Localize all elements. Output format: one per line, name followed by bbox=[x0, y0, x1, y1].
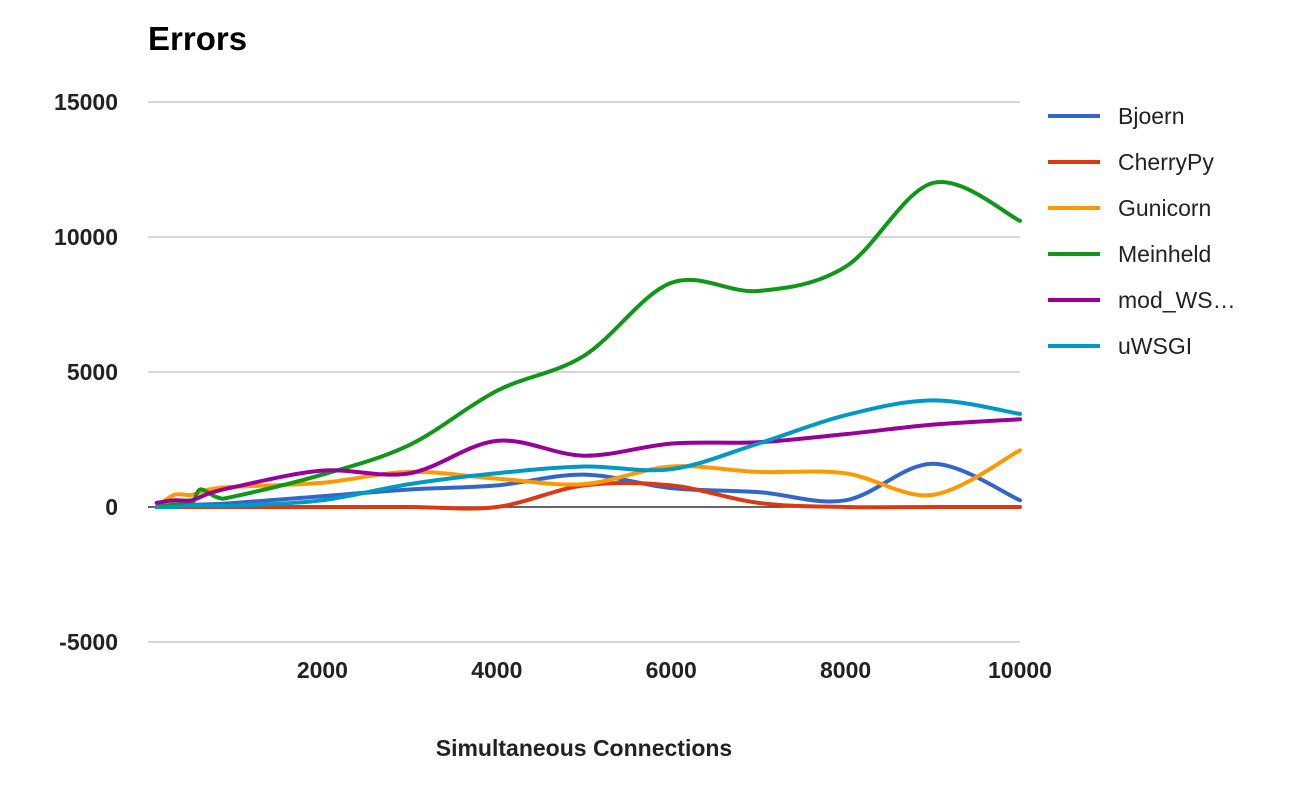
legend: Bjoern CherryPy Gunicorn Meinheld mod_WS… uWS… bbox=[1048, 103, 1236, 359]
y-tick-label: -5000 bbox=[59, 629, 118, 655]
legend-label-bjoern: Bjoern bbox=[1118, 103, 1184, 129]
series-line-meinheld bbox=[154, 180, 1022, 509]
x-tick-label: 10000 bbox=[988, 657, 1052, 683]
y-tick-label: 15000 bbox=[54, 89, 118, 115]
gridlines bbox=[148, 101, 1020, 643]
chart-title: Errors bbox=[148, 20, 247, 57]
x-axis-title: Simultaneous Connections bbox=[436, 735, 732, 761]
y-tick-label: 5000 bbox=[67, 359, 118, 385]
x-axis-tick-labels: 2000 4000 6000 8000 10000 bbox=[297, 657, 1052, 683]
series-line-uwsgi bbox=[154, 398, 1022, 510]
legend-label-meinheld: Meinheld bbox=[1118, 241, 1211, 267]
series-lines bbox=[154, 180, 1022, 511]
legend-label-mod-ws: mod_WS… bbox=[1118, 287, 1236, 313]
y-axis-tick-labels: -5000 0 5000 10000 15000 bbox=[54, 89, 118, 655]
legend-label-gunicorn: Gunicorn bbox=[1118, 195, 1211, 221]
legend-label-cherrypy: CherryPy bbox=[1118, 149, 1214, 175]
series-line-mod-ws bbox=[154, 417, 1022, 505]
x-tick-label: 6000 bbox=[646, 657, 697, 683]
y-tick-label: 10000 bbox=[54, 224, 118, 250]
y-tick-label: 0 bbox=[105, 494, 118, 520]
x-tick-label: 2000 bbox=[297, 657, 348, 683]
legend-label-uwsgi: uWSGI bbox=[1118, 333, 1192, 359]
x-tick-label: 4000 bbox=[471, 657, 522, 683]
x-tick-label: 8000 bbox=[820, 657, 871, 683]
